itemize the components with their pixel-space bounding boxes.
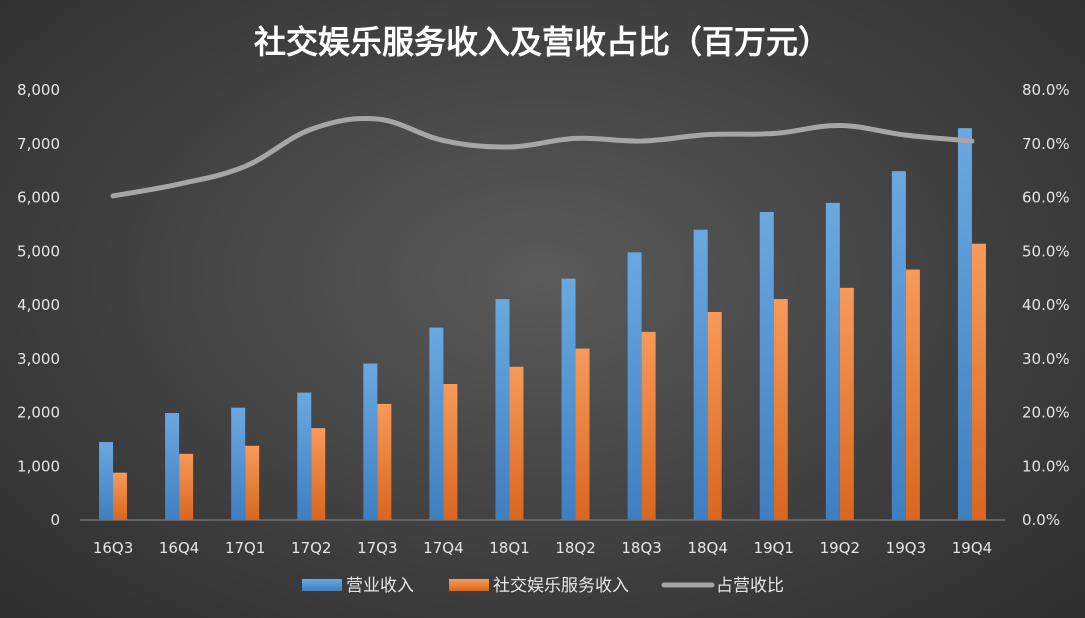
revenue-bar — [693, 229, 708, 520]
x-tick-label: 18Q3 — [621, 539, 661, 557]
revenue-bar — [891, 171, 906, 520]
social-revenue-bar — [641, 331, 656, 520]
revenue-bar — [825, 202, 840, 520]
left-tick-label: 4,000 — [17, 296, 60, 314]
left-tick-label: 5,000 — [17, 242, 60, 260]
social-revenue-bar — [773, 299, 788, 520]
revenue-bar — [99, 442, 114, 520]
revenue-bar — [759, 212, 774, 520]
revenue-bar — [627, 252, 642, 520]
x-tick-label: 18Q4 — [687, 539, 727, 557]
right-axis: 0.0% 10.0% 20.0% 30.0% 40.0% 50.0% 60.0% 70.0% 8… — [1022, 81, 1070, 529]
revenue-bar — [957, 128, 972, 520]
x-tick-label: 17Q3 — [357, 539, 397, 557]
x-tick-label: 18Q2 — [555, 539, 595, 557]
right-tick-label: 60.0% — [1022, 189, 1070, 207]
x-tick-label: 17Q2 — [291, 539, 331, 557]
left-tick-label: 0 — [50, 511, 60, 529]
right-tick-label: 20.0% — [1022, 404, 1070, 422]
x-tick-label: 17Q1 — [225, 539, 265, 557]
left-tick-label: 6,000 — [17, 189, 60, 207]
revenue-bar — [429, 327, 444, 520]
chart-title: 社交娱乐服务收入及营收占比（百万元） — [254, 23, 830, 61]
revenue-bar — [495, 299, 510, 520]
social-revenue-bar — [377, 403, 392, 520]
left-tick-label: 2,000 — [17, 404, 60, 422]
social-revenue-bar — [113, 472, 128, 520]
x-tick-label: 19Q4 — [952, 539, 992, 557]
legend-swatch-0 — [302, 579, 342, 591]
social-revenue-bar — [179, 453, 194, 520]
social-revenue-bar — [839, 287, 854, 520]
social-revenue-bar — [311, 428, 326, 520]
left-tick-label: 7,000 — [17, 135, 60, 153]
left-tick-label: 8,000 — [17, 81, 60, 99]
x-tick-label: 16Q4 — [159, 539, 199, 557]
right-tick-label: 0.0% — [1022, 511, 1060, 529]
social-revenue-bar — [905, 269, 920, 520]
ratio-line — [110, 116, 975, 199]
x-axis: 16Q3 16Q4 17Q1 17Q2 17Q3 17Q4 18Q1 18Q2 18Q3 18Q4… — [80, 519, 1005, 557]
ratio-line-group — [110, 116, 975, 199]
left-tick-label: 3,000 — [17, 350, 60, 368]
revenue-bar — [165, 413, 180, 520]
revenue-bar — [363, 363, 378, 520]
social-revenue-bar — [443, 384, 458, 520]
right-tick-label: 50.0% — [1022, 242, 1070, 260]
legend-label: 占营收比 — [716, 576, 784, 596]
legend-swatch-1 — [449, 579, 489, 591]
revenue-bar — [231, 407, 246, 520]
x-tick-label: 17Q4 — [423, 539, 463, 557]
legend: 营业收入 社交娱乐服务收入 占营收比 — [302, 576, 784, 596]
legend-label: 社交娱乐服务收入 — [493, 576, 629, 596]
revenue-bar — [297, 392, 312, 520]
social-revenue-bar — [971, 243, 986, 520]
left-axis: 0 1,000 2,000 3,000 4,000 5,000 6,000 7,000 8,00… — [17, 81, 60, 529]
left-tick-label: 1,000 — [17, 457, 60, 475]
right-tick-label: 40.0% — [1022, 296, 1070, 314]
right-tick-label: 10.0% — [1022, 457, 1070, 475]
x-tick-label: 19Q1 — [754, 539, 794, 557]
legend-label: 营业收入 — [346, 576, 414, 596]
x-tick-label: 18Q1 — [489, 539, 529, 557]
right-tick-label: 30.0% — [1022, 350, 1070, 368]
revenue-bar — [561, 278, 576, 520]
x-tick-label: 16Q3 — [93, 539, 133, 557]
x-tick-label: 19Q3 — [886, 539, 926, 557]
social-revenue-bar — [245, 445, 260, 520]
bars-group — [99, 128, 986, 520]
right-tick-label: 80.0% — [1022, 81, 1070, 99]
right-tick-label: 70.0% — [1022, 135, 1070, 153]
social-revenue-bar — [707, 311, 722, 520]
social-revenue-bar — [509, 366, 524, 520]
x-tick-label: 19Q2 — [820, 539, 860, 557]
social-revenue-bar — [575, 348, 590, 520]
